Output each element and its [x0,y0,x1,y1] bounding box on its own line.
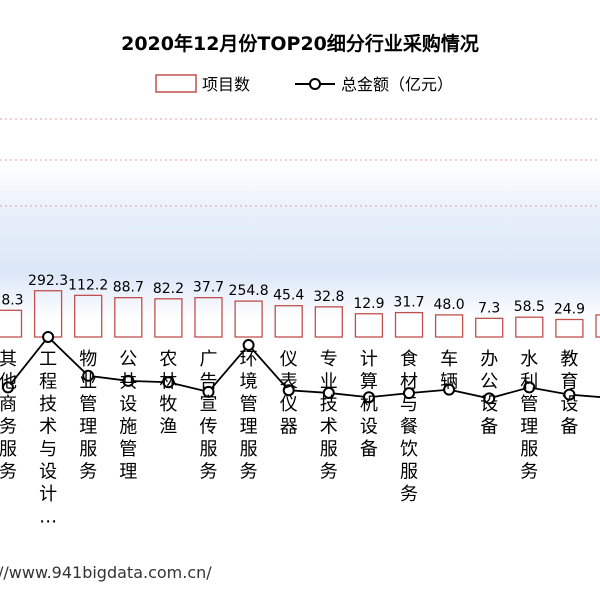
line-point-4 [162,376,175,389]
category-labels-layer: 其他商务服务 工程技术与设计… 物业管理服务 公共设施管理 农林牧渔 广告宣传服务 环境管理… [0,349,578,528]
line-layer [2,330,600,405]
line-point-8 [322,386,335,399]
category-label-9: 计算机设备 [360,349,378,460]
value-label-5: 37.7 [193,280,224,296]
value-label-7: 45.4 [273,288,304,304]
bar-10 [394,311,424,338]
bar-15 [595,314,600,338]
value-label-10: 31.7 [393,295,424,311]
bar-3 [114,296,143,338]
bar-11 [434,314,464,338]
category-label-8: 专业技术服务 [320,349,338,483]
value-label-4: 82.2 [153,281,184,297]
line-point-5 [202,385,215,398]
bar-9 [354,313,384,338]
category-label-0: 其他商务服务 [0,349,17,483]
bar-12 [475,317,504,338]
category-label-11: 车辆 [440,349,458,393]
bar-8 [314,306,343,338]
footer-url: //www.941bigdata.com.cn/ [0,563,212,582]
value-label-3: 88.7 [113,280,144,296]
legend: 项目数 总金额（亿元） [155,74,453,94]
category-label-4: 农林牧渔 [159,349,177,438]
category-label-10: 食材与餐饮服务 [400,349,418,505]
plot-band [0,165,600,320]
category-label-14: 教育设备 [560,349,578,438]
value-label-6: 254.8 [229,283,269,299]
value-label-8: 32.8 [313,289,344,305]
line-point-7 [282,384,295,397]
bar-0 [0,309,23,338]
line-point-3 [122,374,135,387]
value-label-0: 58.3 [0,292,24,308]
value-label-12: 7.3 [478,300,500,316]
value-label-14: 24.9 [554,302,585,318]
legend-line-marker [309,78,321,90]
line-point-9 [362,391,375,404]
legend-line-label: 总金额（亿元） [341,75,453,94]
bar-5 [194,296,223,338]
bar-7 [274,305,303,338]
category-label-6: 环境管理服务 [240,349,258,483]
value-label-9: 12.9 [353,296,384,312]
value-label-2: 112.2 [68,277,108,293]
chart-title: 2020年12月份TOP20细分行业采购情况 [121,32,479,55]
line-point-6 [242,339,255,352]
value-label-13: 58.5 [514,299,545,315]
category-label-12: 办公设备 [480,349,498,438]
line-point-11 [443,383,456,396]
line-point-14 [563,388,576,401]
line-point-12 [483,392,496,405]
bars-layer [0,290,600,338]
line-point-13 [523,381,536,394]
category-label-7: 仪表仪器 [280,349,298,438]
line-point-2 [82,369,95,382]
line-point-0 [2,381,14,394]
bar-6 [234,300,263,338]
legend-bar-label: 项目数 [202,75,250,94]
value-label-1: 292.3 [28,273,68,289]
category-label-2: 物业管理服务 [79,349,97,483]
bar-2 [74,294,103,338]
legend-bar-swatch [155,74,197,93]
category-label-1: 工程技术与设计… [39,349,57,528]
bar-13 [515,316,544,338]
category-label-3: 公共设施管理 [119,349,137,483]
grid-layer [0,118,600,207]
line-point-10 [403,387,415,400]
value-label-11: 48.0 [434,297,465,313]
line-point-1 [42,330,55,343]
bar-4 [154,298,183,338]
category-label-13: 水利管理服务 [520,349,538,483]
bar-14 [555,318,584,338]
category-label-5: 广告宣传服务 [200,349,218,483]
